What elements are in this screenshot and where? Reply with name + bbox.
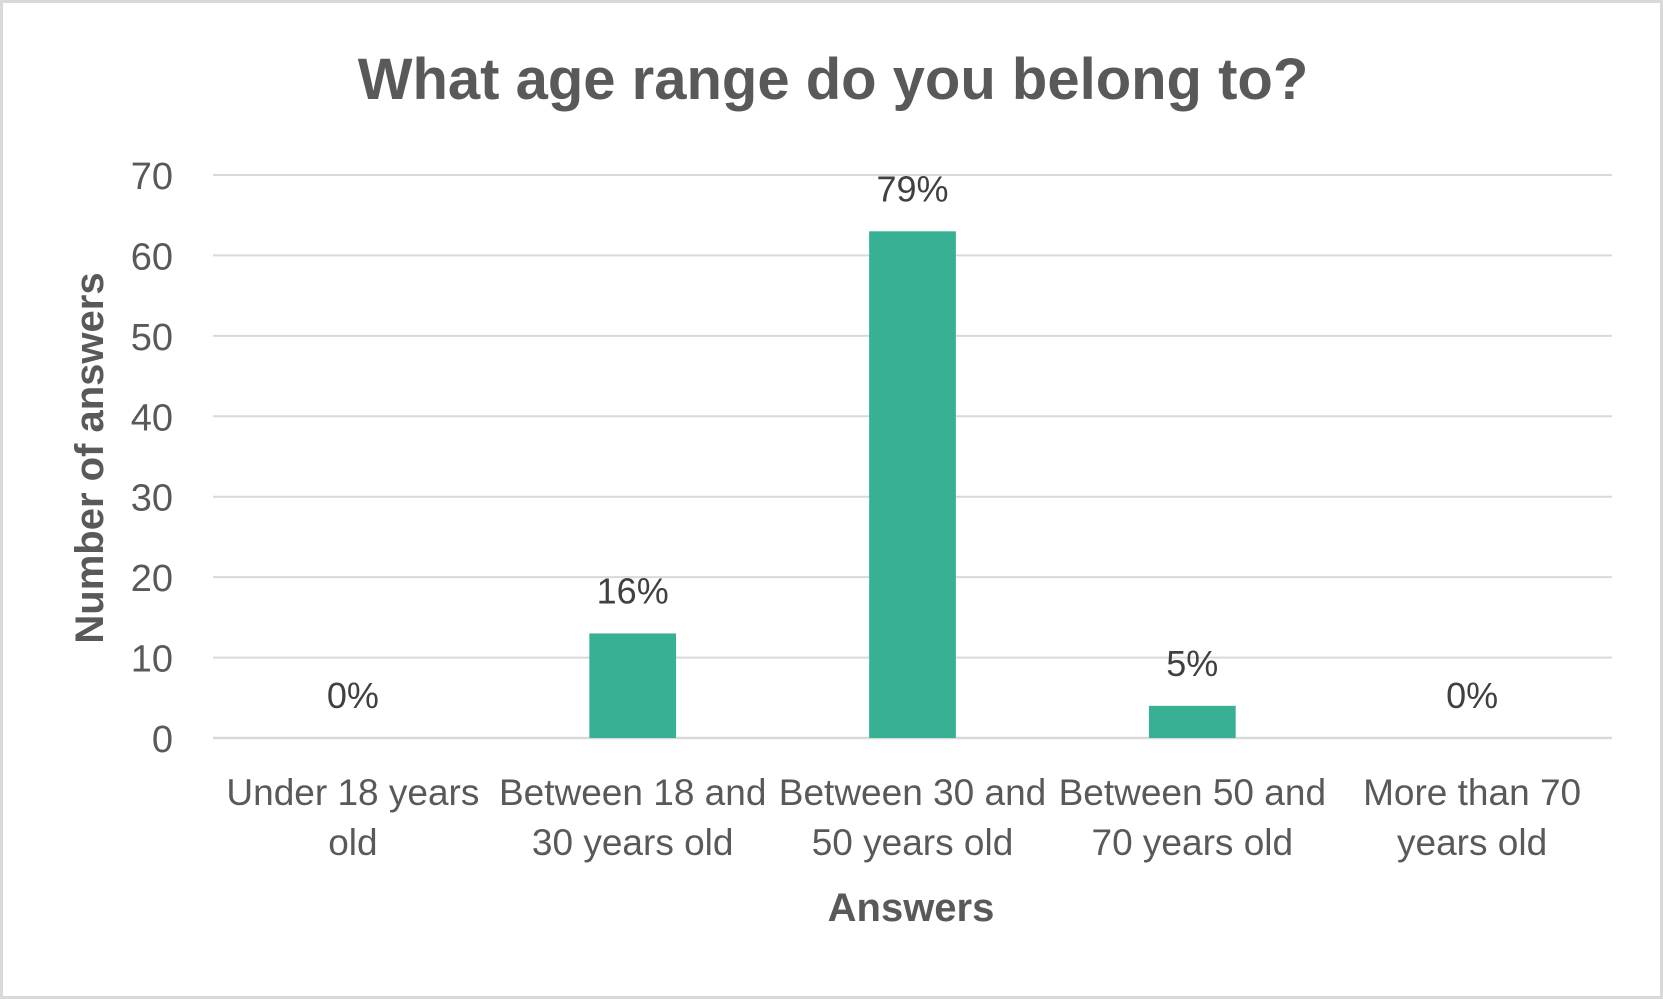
x-tick-label: Between 50 and	[1059, 772, 1326, 813]
y-tick-label: 40	[131, 397, 173, 439]
x-tick-label: 50 years old	[812, 822, 1014, 863]
y-tick-label: 50	[131, 317, 173, 359]
x-tick-label: old	[328, 822, 377, 863]
x-axis-title: Answers	[828, 886, 995, 930]
data-labels: 0% 16% 79% 5% 0%	[327, 168, 1498, 716]
y-tick-label: 20	[131, 558, 173, 600]
chart-title: What age range do you belong to?	[358, 47, 1309, 112]
x-axis-ticks: Under 18 years old Between 18 and 30 years …	[226, 772, 1581, 863]
data-label: 79%	[876, 168, 948, 209]
bars	[589, 231, 1236, 739]
x-tick-label: More than 70	[1363, 772, 1581, 813]
chart-svg: What age range do you belong to? 0 10 20 30…	[68, 47, 1612, 930]
bar	[589, 633, 677, 738]
data-label: 5%	[1166, 643, 1218, 684]
x-tick-label: 30 years old	[532, 822, 734, 863]
y-tick-label: 0	[152, 719, 173, 761]
y-tick-label: 60	[131, 236, 173, 278]
bar	[869, 231, 956, 739]
y-tick-label: 10	[131, 639, 173, 681]
bar	[1148, 705, 1236, 738]
x-tick-label: Between 30 and	[779, 772, 1046, 813]
y-tick-label: 30	[131, 478, 173, 520]
x-tick-label: Under 18 years	[226, 772, 479, 813]
data-label: 0%	[1446, 675, 1498, 716]
x-tick-label: Between 18 and	[499, 772, 766, 813]
data-label: 16%	[597, 570, 669, 611]
y-tick-label: 70	[131, 156, 173, 198]
data-label: 0%	[327, 675, 379, 716]
x-tick-label: 70 years old	[1092, 822, 1294, 863]
y-axis-title: Number of answers	[68, 272, 112, 643]
y-axis-ticks: 0 10 20 30 40 50 60 70	[131, 156, 173, 761]
x-tick-label: years old	[1397, 822, 1547, 863]
